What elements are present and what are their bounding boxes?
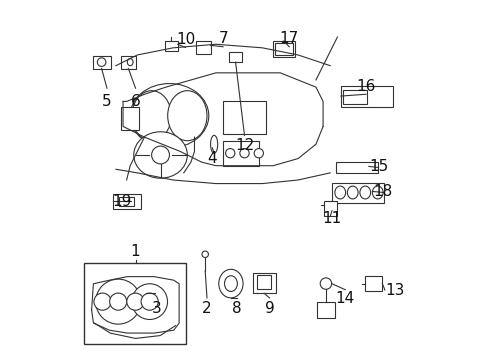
Text: 10: 10	[176, 32, 195, 47]
Text: 18: 18	[372, 184, 391, 199]
Bar	[229, 52, 242, 62]
Text: 9: 9	[264, 301, 274, 316]
Text: 1: 1	[130, 244, 140, 259]
Ellipse shape	[254, 149, 263, 158]
Ellipse shape	[109, 293, 126, 310]
Bar	[223, 102, 265, 134]
Ellipse shape	[224, 276, 237, 292]
Text: 17: 17	[279, 31, 298, 46]
Bar	[119, 197, 134, 206]
Bar	[196, 41, 210, 54]
Text: 7: 7	[218, 31, 227, 46]
Bar	[343, 90, 366, 104]
Text: 14: 14	[335, 292, 354, 306]
Bar	[257, 275, 271, 289]
Text: 12: 12	[234, 138, 254, 153]
Ellipse shape	[94, 293, 111, 310]
Ellipse shape	[151, 146, 169, 164]
Ellipse shape	[372, 186, 382, 199]
Ellipse shape	[126, 293, 143, 310]
Bar	[274, 43, 292, 55]
Bar	[335, 162, 378, 173]
Ellipse shape	[96, 279, 141, 324]
Bar	[323, 202, 337, 216]
Ellipse shape	[130, 84, 208, 148]
Ellipse shape	[132, 91, 171, 141]
Bar	[84, 263, 186, 343]
Bar	[340, 86, 392, 107]
Bar	[121, 56, 135, 68]
Bar	[272, 41, 294, 58]
Ellipse shape	[202, 251, 208, 257]
Ellipse shape	[141, 293, 158, 310]
Text: 4: 4	[207, 151, 217, 166]
Bar	[164, 41, 177, 51]
Ellipse shape	[127, 59, 133, 66]
Text: 11: 11	[322, 211, 341, 226]
Bar	[121, 107, 139, 130]
Bar	[317, 302, 334, 318]
Ellipse shape	[97, 58, 106, 66]
Ellipse shape	[359, 186, 370, 199]
Text: 6: 6	[130, 94, 140, 109]
Ellipse shape	[225, 149, 234, 158]
Text: 3: 3	[152, 301, 162, 316]
Bar	[331, 183, 383, 203]
Ellipse shape	[132, 284, 167, 319]
Ellipse shape	[167, 91, 206, 141]
Ellipse shape	[134, 132, 187, 178]
Text: 5: 5	[102, 94, 112, 109]
Ellipse shape	[210, 135, 217, 153]
Text: 15: 15	[369, 159, 388, 174]
Ellipse shape	[320, 278, 331, 289]
Bar	[252, 273, 275, 293]
Ellipse shape	[346, 186, 357, 199]
Text: 8: 8	[231, 301, 241, 316]
Bar	[93, 56, 110, 68]
Ellipse shape	[334, 186, 345, 199]
Ellipse shape	[218, 269, 243, 298]
Bar	[365, 276, 382, 291]
Text: 2: 2	[202, 301, 211, 316]
Text: 13: 13	[385, 283, 404, 297]
Ellipse shape	[240, 149, 248, 158]
Text: 19: 19	[112, 194, 132, 209]
Text: 16: 16	[356, 78, 375, 94]
Bar	[113, 194, 141, 208]
Bar	[223, 141, 258, 166]
